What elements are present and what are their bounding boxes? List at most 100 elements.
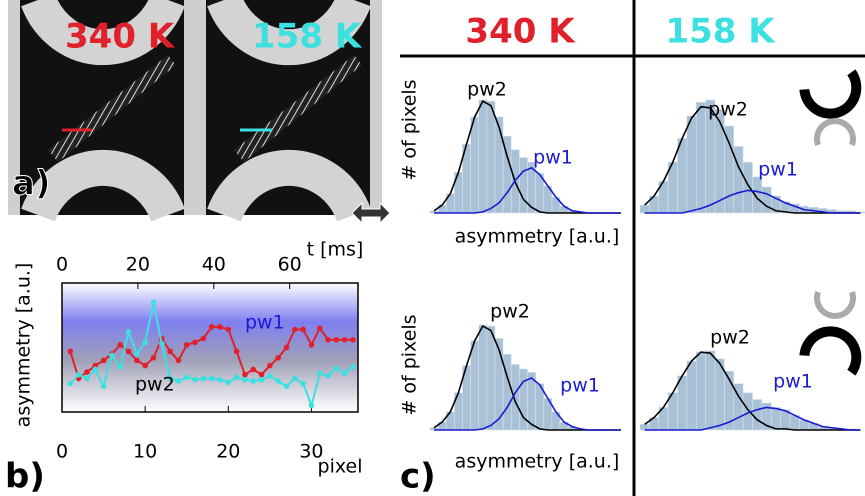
point: [92, 366, 99, 373]
point: [283, 344, 290, 351]
point: [242, 376, 248, 383]
histogram-bar: [470, 116, 480, 214]
point: [258, 376, 265, 383]
histogram-bar: [639, 204, 650, 214]
column-header: 340 K: [465, 12, 576, 52]
geometry-icon: [814, 291, 856, 319]
x-axis-label: asymmetry [a.u.]: [455, 451, 620, 473]
point: [316, 325, 323, 331]
histogram-bar: [770, 407, 781, 431]
histogram-bar: [486, 325, 496, 431]
histogram-bar: [752, 399, 763, 431]
x2-tick-label: 40: [202, 254, 226, 276]
point: [167, 348, 173, 355]
point: [242, 371, 248, 378]
fit-curve: [644, 406, 861, 431]
series-label: pw2: [708, 99, 748, 121]
point: [300, 326, 306, 333]
point: [183, 342, 190, 348]
histogram-bar: [761, 186, 772, 214]
point: [200, 375, 207, 382]
x2-tick-label: 0: [56, 254, 68, 276]
histogram-bar: [695, 351, 706, 431]
series-label: pw1: [758, 159, 798, 181]
point: [267, 362, 273, 369]
histogram-bar: [478, 99, 488, 214]
point: [300, 380, 306, 387]
point: [175, 378, 182, 384]
fit-curve: [434, 166, 621, 214]
point: [208, 324, 215, 330]
fit-curve: [644, 351, 861, 431]
series-label: pw2: [490, 301, 530, 323]
point: [233, 374, 240, 380]
point: [117, 364, 124, 370]
temperature-label: 158 K: [252, 17, 363, 57]
point: [292, 326, 298, 333]
point: [225, 379, 232, 386]
point: [109, 352, 115, 359]
panel-c-frame: 340 K 158 K c): [400, 0, 865, 496]
point: [134, 351, 140, 357]
point: [150, 299, 157, 306]
point: [350, 364, 356, 370]
double-arrow: [351, 201, 391, 225]
point: [134, 357, 140, 364]
point: [125, 348, 132, 355]
point: [250, 378, 257, 384]
x-tick-label: 10: [133, 441, 157, 463]
panel-label: a): [12, 164, 50, 204]
point: [117, 342, 124, 348]
x2-tick-label: 20: [126, 254, 150, 276]
point: [100, 383, 107, 390]
point: [100, 357, 107, 364]
point: [142, 339, 148, 346]
panel-a: 340 K 158 K a): [8, 0, 382, 215]
point: [125, 329, 132, 335]
histogram-bar: [470, 340, 480, 431]
point: [308, 402, 315, 409]
series-label: pw1: [245, 312, 285, 334]
point: [250, 366, 257, 373]
histogram-bar: [677, 375, 688, 431]
column-header: 158 K: [665, 12, 776, 52]
y-axis-label: # of pixels: [399, 79, 421, 180]
histogram-bar: [677, 138, 688, 214]
histogram-bar: [705, 350, 716, 431]
geometry-icon: [799, 326, 862, 376]
point: [333, 336, 340, 343]
point: [275, 378, 281, 384]
point: [350, 336, 356, 343]
point: [192, 376, 198, 383]
point: [175, 357, 182, 364]
series-label: pw2: [135, 374, 175, 396]
panel-label: b): [5, 457, 45, 496]
point: [267, 373, 273, 379]
histogram-bar: [695, 101, 706, 214]
point: [258, 371, 265, 378]
histogram-bar: [686, 115, 697, 214]
panel-label: c): [400, 457, 436, 496]
point: [84, 375, 90, 382]
histogram-bar: [486, 100, 496, 214]
plot-background: [61, 282, 359, 413]
y-axis-label: asymmetry [a.u.]: [13, 263, 35, 428]
y-axis-label: # of pixels: [399, 314, 421, 415]
point: [167, 375, 173, 382]
x-tick-label: 30: [299, 441, 323, 463]
point: [225, 326, 232, 333]
point: [325, 336, 331, 343]
geometry-icon: [799, 69, 862, 119]
histogram-bar: [519, 157, 528, 214]
point: [292, 375, 298, 382]
point: [208, 375, 215, 382]
histogram-bar: [742, 161, 753, 214]
x2-tick-label: 60: [278, 254, 302, 276]
fit-curve: [434, 377, 621, 431]
point: [316, 370, 323, 377]
point: [92, 362, 99, 369]
histogram-bar: [478, 324, 488, 431]
geometry-icon: [814, 118, 856, 146]
point: [142, 362, 148, 369]
